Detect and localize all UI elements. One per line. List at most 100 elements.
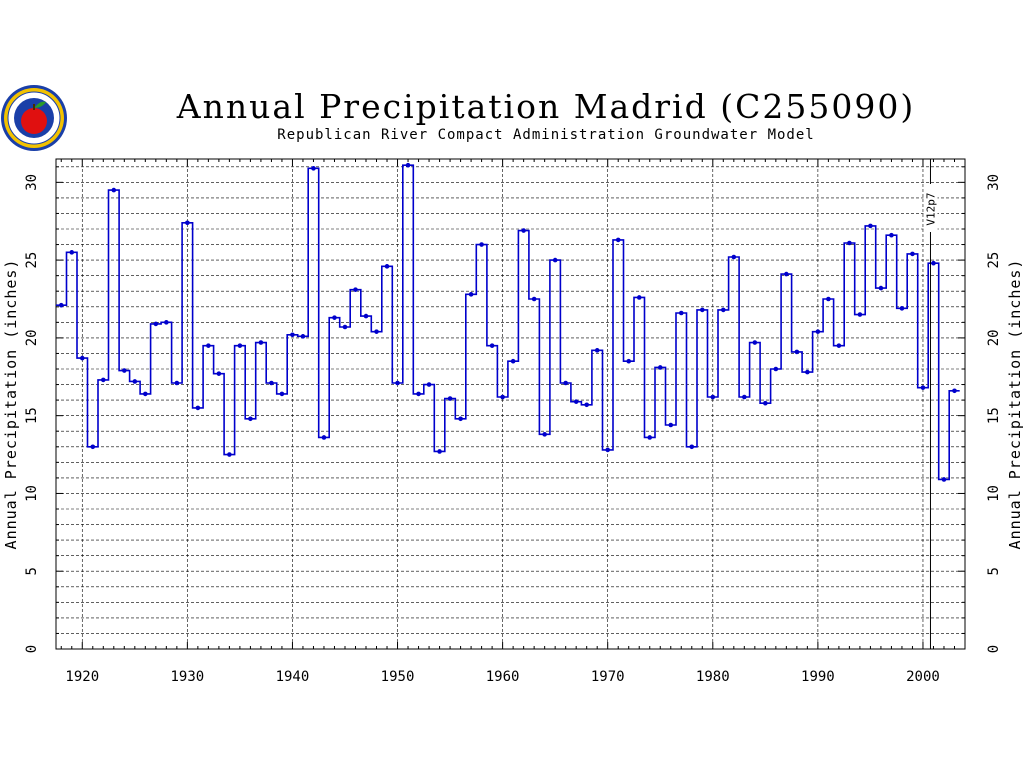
data-point (279, 391, 285, 397)
data-point (710, 394, 716, 400)
y-tick-label-left: 20 (24, 329, 40, 346)
data-point (395, 380, 400, 386)
data-point (363, 313, 369, 319)
data-point (868, 223, 873, 229)
data-point (615, 237, 621, 243)
data-point (79, 355, 85, 361)
data-point (405, 162, 411, 168)
data-point (805, 369, 810, 375)
data-point (90, 444, 96, 450)
x-tick-label: 1950 (381, 669, 415, 685)
data-point (847, 240, 852, 246)
rrca-logo (1, 85, 67, 151)
data-point (100, 377, 106, 383)
data-point (731, 254, 737, 260)
data-point (657, 365, 663, 370)
data-point (794, 349, 800, 355)
data-point (552, 257, 558, 263)
data-point (206, 343, 211, 348)
data-point (815, 329, 821, 334)
data-point (248, 416, 253, 422)
series (56, 162, 960, 482)
y-tick-label-right: 15 (986, 407, 1002, 424)
data-point (563, 380, 568, 386)
data-point (826, 296, 831, 302)
data-point (132, 379, 138, 384)
y-tick-label-left: 5 (24, 567, 40, 575)
x-tick-label: 1990 (801, 669, 835, 685)
data-point (636, 295, 642, 300)
data-point (342, 324, 348, 330)
data-point (468, 292, 474, 297)
data-point (678, 310, 684, 316)
data-point (763, 400, 768, 406)
data-point (258, 340, 264, 345)
x-tick-label: 1970 (591, 669, 625, 685)
data-point (384, 264, 390, 269)
data-point (878, 285, 884, 291)
x-tick-label: 1960 (486, 669, 520, 685)
data-point (174, 380, 180, 386)
data-point (899, 306, 905, 311)
data-point (626, 358, 632, 364)
y-axis-label-left: Annual Precipitation (inches) (2, 259, 20, 550)
data-point (111, 187, 117, 193)
data-point (185, 220, 190, 226)
data-point (584, 402, 589, 408)
data-point (542, 432, 547, 437)
chart-subtitle: Republican River Compact Administration … (277, 127, 814, 143)
data-point (889, 232, 894, 238)
data-point (437, 449, 442, 454)
data-point (521, 228, 526, 233)
data-point (742, 394, 747, 400)
data-point (931, 260, 936, 266)
data-point (374, 329, 379, 334)
data-point (237, 343, 243, 348)
data-point (573, 399, 579, 404)
data-point (510, 358, 516, 364)
annotation-bg (923, 184, 938, 232)
data-point (479, 242, 484, 247)
data-point (122, 368, 127, 373)
x-tick-label: 1980 (696, 669, 730, 685)
data-point (164, 320, 169, 325)
annotations: V12p7 (923, 159, 938, 649)
y-tick-label-left: 15 (24, 407, 40, 424)
y-tick-label-right: 5 (986, 567, 1002, 575)
data-point (143, 391, 148, 397)
data-point (952, 388, 957, 394)
y-tick-label-left: 0 (24, 645, 40, 653)
data-point (353, 287, 358, 292)
data-point (332, 315, 337, 320)
data-point (447, 396, 453, 401)
data-point (500, 394, 505, 400)
x-tick-label: 2000 (906, 669, 940, 685)
y-tick-label-right: 0 (986, 645, 1002, 653)
data-point (416, 391, 421, 397)
data-point (857, 312, 863, 317)
data-point (910, 251, 915, 257)
data-point (321, 435, 327, 440)
data-point (689, 444, 695, 450)
annotation-label: V12p7 (924, 192, 937, 225)
data-point (227, 452, 232, 457)
y-tick-label-left: 30 (24, 174, 40, 191)
ticks: 1920 1930 1940 1950 1960 1970 1980 1990 2000 0 0 5 5… (24, 159, 1002, 685)
x-tick-label: 1940 (276, 669, 310, 685)
data-point (426, 382, 432, 387)
y-tick-label-left: 25 (24, 252, 40, 269)
y-tick-label-right: 20 (986, 329, 1002, 346)
grid (56, 159, 965, 649)
y-tick-label-right: 10 (986, 485, 1002, 502)
x-tick-label: 1930 (170, 669, 204, 685)
data-point (216, 371, 222, 376)
data-point (269, 380, 274, 386)
data-point (699, 307, 705, 313)
data-point (941, 477, 947, 482)
data-point (489, 343, 495, 348)
data-point (58, 302, 64, 308)
data-point (290, 332, 295, 338)
data-point (605, 447, 611, 453)
chart-title: Annual Precipitation Madrid (C255090) (176, 87, 915, 126)
